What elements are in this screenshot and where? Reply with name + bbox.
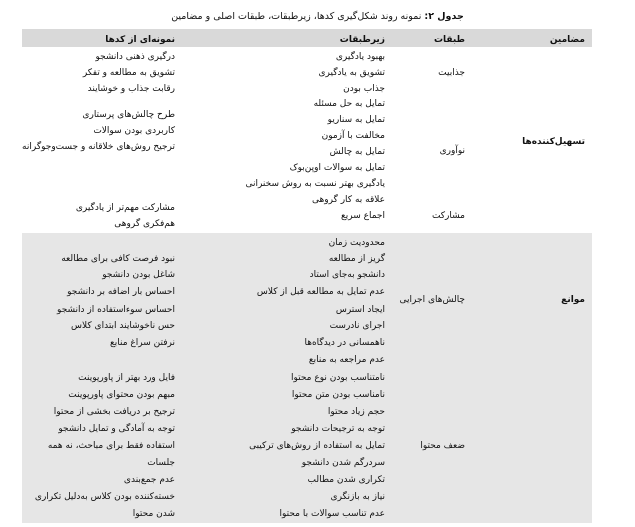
code-item: هم‌فکری گروهی — [114, 219, 175, 229]
category-name: چالش‌های اجرایی — [399, 295, 465, 305]
facilitators-section — [22, 47, 592, 233]
code-item: تشویق به مطالعه و تفکر — [82, 68, 175, 78]
code-item: نرفتن سراغ منابع — [109, 338, 175, 348]
barriers-section — [22, 233, 592, 523]
code-item: حس ناخوشایند ابتدای کلاس — [71, 321, 175, 331]
header-themes: مضامین — [549, 35, 585, 45]
code-item: درگیری ذهنی دانشجو — [95, 52, 175, 62]
code-item: نبود فرصت کافی برای مطالعه — [61, 254, 175, 264]
subcategory-item: بهبود یادگیری — [335, 52, 385, 62]
code-item: توجه به آمادگی و تمایل دانشجو — [58, 424, 175, 434]
category-name: ضعف محتوا — [420, 441, 465, 451]
subcategory-item: نامتناسب بودن نوع محتوا — [291, 373, 385, 383]
subcategory-item: ناهمسانی در دیدگاه‌ها — [304, 338, 385, 348]
subcategory-item: عدم تمایل به مطالعه قبل از کلاس — [256, 287, 385, 297]
subcategory-item: تمایل به سوالات اوپن‌بوک — [289, 163, 385, 173]
code-item: استفاده فقط برای مباحث، نه همه — [47, 441, 175, 451]
code-item: عدم جمع‌بندی — [123, 475, 175, 485]
code-item: خسته‌کننده بودن کلاس به‌دلیل تکراری — [34, 492, 175, 502]
caption-label: جدول ۲: — [424, 11, 464, 22]
subcategory-item: یادگیری بهتر نسبت به روش سخنرانی — [245, 179, 385, 189]
theme-name: تسهیل‌کننده‌ها — [522, 137, 585, 147]
subcategory-item: تمایل به چالش — [329, 147, 385, 157]
code-item: ترجیح روش‌های خلاقانه و جست‌وجوگرانه — [22, 142, 175, 152]
subcategory-item: حجم زیاد محتوا — [327, 407, 385, 417]
subcategory-item: نامناسب بودن متن محتوا — [291, 390, 385, 400]
category-name: جذابیت — [438, 68, 465, 78]
code-item: رقابت جذاب و خوشایند — [87, 84, 175, 94]
subcategory-item: علاقه به کار گروهی — [312, 195, 385, 205]
subcategory-item: تمایل به استفاده از روش‌های ترکیبی — [249, 441, 385, 451]
header-subcategories: زیرطبقات — [339, 35, 385, 45]
subcategory-item: سردرگم شدن دانشجو — [301, 458, 385, 468]
subcategory-item: اجرای نادرست — [329, 321, 385, 331]
table-caption: جدول ۲: نمونه روند شکل‌گیری کدها، زیرطبق… — [0, 11, 635, 22]
code-item: فایل ورد بهتر از پاورپوینت — [78, 373, 175, 383]
subcategory-item: عدم تناسب سوالات با محتوا — [279, 509, 386, 519]
category-name: مشارکت — [431, 211, 465, 221]
subcategory-item: تشویق به یادگیری — [318, 68, 385, 78]
subcategory-item: توجه به ترجیحات دانشجو — [291, 424, 385, 434]
code-item: شاغل بودن دانشجو — [102, 270, 175, 280]
subcategory-item: جذاب بودن — [343, 84, 385, 94]
subcategory-item: گریز از مطالعه — [328, 254, 385, 264]
category-name: نوآوری — [439, 146, 465, 156]
code-item: طرح چالش‌های پرستاری — [82, 110, 175, 120]
subcategory-item: نیاز به بازنگری — [330, 492, 385, 502]
code-item: احساس بار اضافه بر دانشجو — [67, 287, 175, 297]
code-item: ترجیح بر دریافت بخشی از محتوا — [53, 407, 175, 417]
code-item: مشارکت مهم‌تر از یادگیری — [75, 203, 175, 213]
subcategory-item: عدم مراجعه به منابع — [308, 355, 385, 365]
code-item: شدن محتوا — [132, 509, 175, 519]
code-item: مبهم بودن محتوای پاورپوینت — [68, 390, 175, 400]
code-item: کاربردی بودن سوالات — [93, 126, 175, 136]
header-categories: طبقات — [433, 35, 465, 45]
caption-text: نمونه روند شکل‌گیری کدها، زیرطبقات، طبقا… — [171, 11, 422, 22]
subcategory-item: ایجاد استرس — [335, 305, 385, 315]
subcategory-item: مخالفت با آزمون — [321, 131, 385, 141]
subcategory-item: تمایل به سناریو — [327, 115, 385, 125]
code-item: جلسات — [147, 458, 175, 468]
subcategory-item: اجماع سریع — [340, 211, 385, 221]
theme-name: موانع — [561, 295, 585, 305]
header-codes: نمونه‌ای از کدها — [105, 35, 175, 45]
subcategory-item: محدودیت زمان — [328, 238, 385, 248]
table-header-row — [22, 29, 592, 47]
subcategory-item: تکراری شدن مطالب — [307, 475, 385, 485]
subcategory-item: دانشجو به‌جای استاد — [309, 270, 385, 280]
code-item: احساس سوءاستفاده از دانشجو — [57, 305, 175, 315]
subcategory-item: تمایل به حل مسئله — [313, 99, 385, 109]
